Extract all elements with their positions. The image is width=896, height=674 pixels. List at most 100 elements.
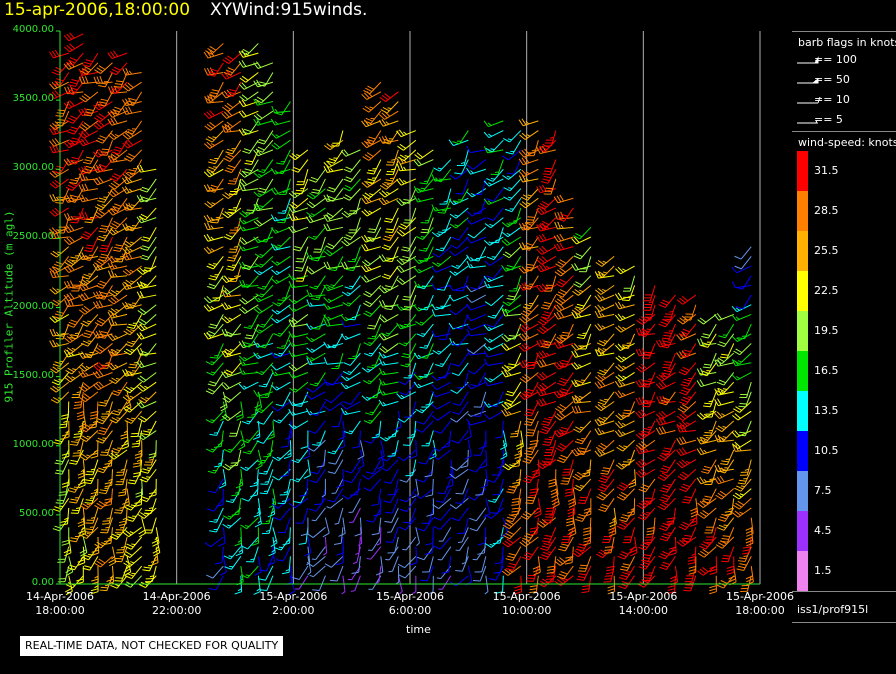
wind-barb bbox=[522, 236, 539, 251]
wind-barb bbox=[244, 149, 259, 165]
wind-barb bbox=[536, 184, 556, 194]
wind-barb bbox=[505, 556, 522, 571]
wind-barb bbox=[659, 459, 676, 474]
wind-barb bbox=[323, 318, 343, 327]
wind-barb bbox=[460, 449, 469, 469]
wind-barb bbox=[336, 469, 344, 488]
wind-barb bbox=[387, 536, 399, 554]
wind-barb bbox=[144, 517, 157, 534]
speed-scale-label-1: 28.5 bbox=[814, 204, 839, 217]
wind-barb bbox=[123, 343, 143, 356]
wind-barb bbox=[615, 362, 635, 372]
x-tick-label-1: 14-Apr-2006 22:00:00 bbox=[143, 590, 211, 618]
wind-barb bbox=[238, 110, 259, 118]
wind-barb bbox=[138, 275, 157, 289]
wind-barb bbox=[288, 314, 309, 325]
wind-profile-4 bbox=[107, 50, 132, 589]
wind-barb bbox=[52, 256, 70, 270]
wind-barb bbox=[657, 497, 676, 511]
wind-barb bbox=[386, 149, 399, 166]
wind-barb bbox=[466, 323, 487, 331]
wind-barb bbox=[309, 275, 326, 290]
wind-profile-20 bbox=[431, 159, 454, 590]
x-axis-label: time bbox=[406, 623, 431, 636]
wind-barb bbox=[557, 420, 574, 435]
wind-barb bbox=[567, 488, 577, 508]
wind-barb bbox=[107, 155, 128, 163]
wind-barb bbox=[259, 478, 274, 495]
wind-barb bbox=[655, 417, 676, 426]
wind-barb bbox=[77, 507, 86, 528]
wind-barb bbox=[361, 196, 382, 205]
wind-barb bbox=[398, 372, 417, 386]
wind-barb bbox=[208, 149, 224, 165]
wind-barb bbox=[240, 517, 259, 530]
wind-barb bbox=[239, 304, 259, 314]
x-tick-label-4: 15-Apr-2006 10:00:00 bbox=[493, 590, 561, 618]
wind-barb bbox=[501, 217, 522, 228]
wind-barb bbox=[327, 439, 344, 455]
wind-barb bbox=[123, 401, 142, 413]
wind-barb bbox=[396, 322, 416, 330]
wind-barb bbox=[288, 399, 309, 407]
wind-profile-17 bbox=[378, 91, 403, 595]
wind-barb bbox=[289, 149, 309, 161]
wind-barb bbox=[99, 440, 113, 456]
wind-barb bbox=[203, 168, 224, 178]
wind-barb bbox=[203, 67, 224, 76]
wind-barb bbox=[379, 91, 399, 102]
wind-barb bbox=[214, 449, 224, 468]
wind-barb bbox=[275, 391, 291, 407]
wind-barb bbox=[553, 194, 574, 204]
wind-barb bbox=[367, 217, 382, 233]
wind-barb bbox=[419, 246, 434, 262]
wind-barb bbox=[484, 281, 504, 289]
wind-barb bbox=[259, 556, 274, 572]
wind-barb bbox=[92, 381, 113, 391]
wind-barb bbox=[696, 436, 717, 445]
wind-barb bbox=[326, 497, 344, 509]
wind-barb bbox=[277, 488, 291, 505]
wind-barb bbox=[594, 449, 615, 457]
wind-barb bbox=[331, 411, 344, 428]
wind-profile-25 bbox=[518, 118, 542, 594]
wind-barb bbox=[242, 139, 259, 154]
wind-barb bbox=[311, 507, 326, 522]
wind-barb bbox=[132, 459, 143, 478]
wind-barb bbox=[419, 362, 434, 378]
wind-barb bbox=[137, 372, 157, 383]
wind-barb bbox=[148, 440, 157, 459]
wind-barb bbox=[704, 527, 717, 544]
wind-barb bbox=[342, 362, 361, 376]
wind-barb bbox=[384, 294, 399, 311]
wind-barb bbox=[288, 213, 309, 221]
wind-barb bbox=[572, 546, 592, 558]
wind-barb bbox=[239, 294, 259, 305]
wind-barb bbox=[257, 130, 274, 145]
wind-barb bbox=[467, 343, 487, 355]
wind-barb bbox=[539, 420, 557, 435]
wind-barb bbox=[594, 294, 615, 302]
wind-barb bbox=[219, 391, 228, 412]
wind-barb bbox=[384, 169, 399, 185]
wind-barb bbox=[375, 556, 384, 576]
wind-barb bbox=[457, 527, 469, 543]
wind-barb bbox=[125, 217, 143, 232]
wind-barb bbox=[274, 101, 291, 116]
wind-barb bbox=[501, 369, 521, 378]
wind-barb bbox=[241, 488, 259, 502]
wind-barb bbox=[333, 527, 344, 545]
wind-barb bbox=[448, 139, 469, 147]
speed-scale-label-6: 13.5 bbox=[814, 404, 839, 417]
wind-barb bbox=[118, 507, 128, 527]
wind-barb bbox=[256, 410, 274, 425]
wind-barb bbox=[466, 348, 486, 356]
wind-barb bbox=[341, 320, 361, 328]
wind-barb bbox=[396, 275, 417, 285]
wind-barb bbox=[419, 333, 434, 349]
wind-barb bbox=[49, 178, 70, 189]
wind-barb bbox=[571, 350, 591, 358]
wind-barb bbox=[464, 420, 472, 441]
wind-barb bbox=[473, 565, 487, 582]
wind-barb bbox=[259, 575, 274, 592]
